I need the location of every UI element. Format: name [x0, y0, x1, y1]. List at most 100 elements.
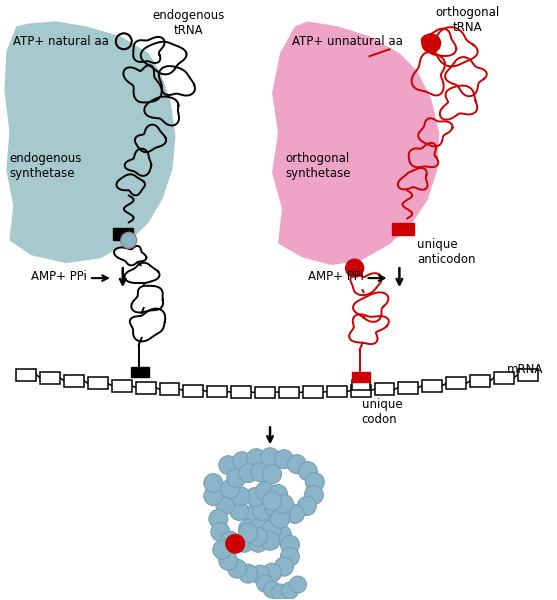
Bar — [231, 386, 251, 398]
Circle shape — [221, 532, 240, 550]
Circle shape — [271, 508, 290, 526]
Bar — [494, 372, 514, 384]
Text: unique
anticodon: unique anticodon — [417, 238, 476, 266]
Text: ATP+ natural aa: ATP+ natural aa — [13, 35, 109, 48]
Circle shape — [286, 505, 304, 523]
Circle shape — [297, 497, 316, 515]
Bar — [136, 382, 155, 394]
Circle shape — [233, 452, 252, 470]
Bar — [393, 223, 414, 235]
Bar — [446, 377, 466, 389]
Circle shape — [299, 461, 317, 481]
Circle shape — [304, 485, 323, 505]
Circle shape — [281, 535, 300, 554]
Circle shape — [231, 487, 250, 505]
Bar — [327, 386, 346, 397]
Circle shape — [256, 482, 275, 500]
Text: AMP+ PPi: AMP+ PPi — [31, 269, 87, 283]
Circle shape — [281, 582, 299, 599]
Bar — [113, 229, 133, 240]
Circle shape — [243, 505, 262, 524]
Bar — [207, 386, 227, 397]
Bar — [518, 368, 538, 380]
Bar — [160, 383, 179, 395]
Bar — [351, 380, 369, 389]
Bar — [470, 375, 490, 387]
Bar — [398, 382, 418, 394]
Circle shape — [262, 520, 281, 538]
Circle shape — [261, 448, 280, 467]
Text: unique
codon: unique codon — [361, 398, 402, 425]
Circle shape — [263, 581, 281, 598]
Circle shape — [227, 469, 246, 488]
Circle shape — [346, 259, 364, 277]
Circle shape — [287, 455, 306, 473]
Bar — [131, 367, 149, 377]
Text: ATP+ unnatural aa: ATP+ unnatural aa — [292, 35, 403, 48]
Circle shape — [271, 584, 289, 600]
Circle shape — [239, 564, 257, 583]
Bar — [255, 386, 275, 398]
Circle shape — [253, 502, 271, 520]
Circle shape — [305, 473, 324, 491]
Bar — [374, 383, 394, 395]
Circle shape — [275, 557, 294, 576]
Bar — [40, 372, 60, 384]
Circle shape — [239, 523, 257, 542]
Circle shape — [248, 527, 267, 546]
Circle shape — [211, 523, 229, 541]
Circle shape — [239, 464, 257, 482]
Polygon shape — [272, 22, 439, 265]
Bar — [64, 375, 84, 387]
Text: mRNA: mRNA — [507, 363, 544, 376]
Bar — [16, 368, 36, 380]
Circle shape — [265, 497, 284, 517]
Circle shape — [271, 509, 290, 529]
Circle shape — [251, 565, 270, 584]
Circle shape — [219, 456, 238, 475]
Circle shape — [204, 487, 223, 505]
Circle shape — [257, 575, 273, 592]
Circle shape — [216, 496, 234, 514]
Circle shape — [281, 547, 300, 566]
Circle shape — [262, 464, 281, 484]
Circle shape — [290, 576, 306, 593]
Circle shape — [262, 530, 281, 549]
Circle shape — [239, 520, 257, 538]
Circle shape — [229, 502, 248, 520]
Bar — [88, 377, 108, 389]
Circle shape — [213, 540, 232, 559]
Text: AMP+ PPi: AMP+ PPi — [307, 269, 364, 283]
Circle shape — [248, 533, 267, 552]
Circle shape — [251, 463, 270, 482]
Bar — [351, 385, 370, 397]
Bar — [303, 386, 323, 398]
Text: endogenous
synthetase: endogenous synthetase — [9, 152, 82, 179]
Text: orthogonal
synthetase: orthogonal synthetase — [285, 152, 350, 179]
Circle shape — [221, 479, 240, 499]
Bar — [183, 385, 203, 397]
Circle shape — [275, 450, 294, 469]
Circle shape — [209, 509, 228, 529]
Circle shape — [422, 34, 440, 52]
Circle shape — [234, 533, 253, 552]
Polygon shape — [4, 22, 175, 263]
Circle shape — [272, 526, 291, 544]
Circle shape — [247, 449, 266, 467]
Circle shape — [228, 559, 247, 578]
Circle shape — [219, 551, 238, 570]
Bar — [422, 380, 442, 392]
Circle shape — [257, 508, 276, 526]
Circle shape — [268, 485, 287, 503]
Circle shape — [246, 488, 265, 506]
Circle shape — [121, 232, 136, 248]
Bar — [351, 371, 369, 382]
Circle shape — [204, 473, 223, 493]
Text: endogenous
tRNA: endogenous tRNA — [152, 10, 224, 37]
Circle shape — [262, 491, 281, 511]
Circle shape — [226, 535, 245, 553]
Text: orthogonal
tRNA: orthogonal tRNA — [435, 7, 499, 34]
Bar — [112, 380, 132, 392]
Circle shape — [275, 494, 294, 514]
Circle shape — [262, 563, 281, 582]
